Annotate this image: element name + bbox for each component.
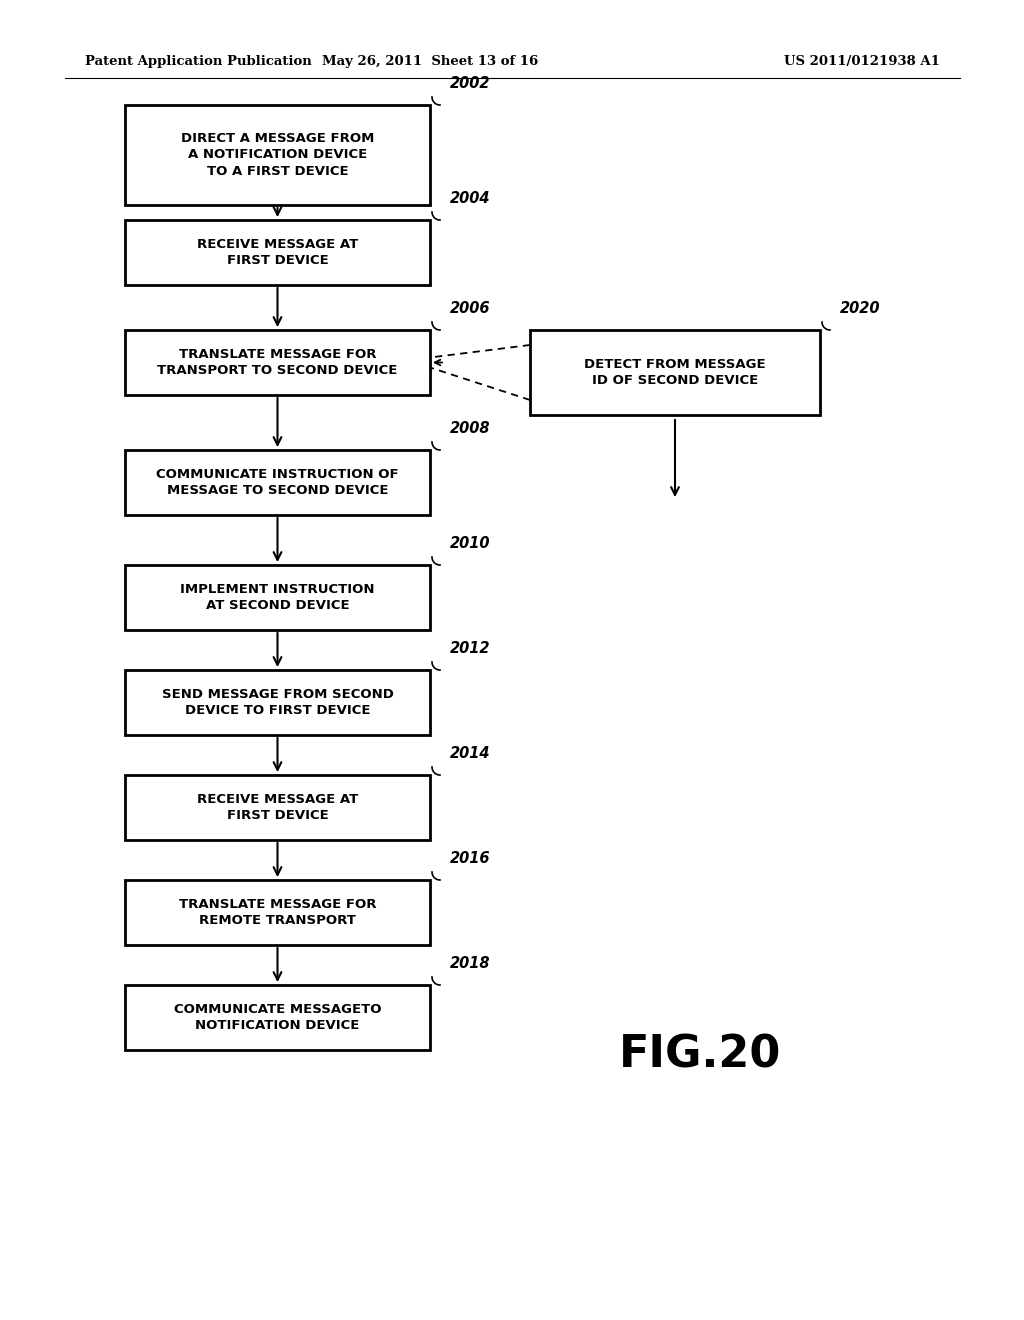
Bar [125,565,430,630]
Text: 2002: 2002 [450,77,490,91]
Text: RECEIVE MESSAGE AT
FIRST DEVICE: RECEIVE MESSAGE AT FIRST DEVICE [197,238,358,267]
Bar [125,880,430,945]
Bar [125,450,430,515]
Bar [125,671,430,735]
Text: TRANSLATE MESSAGE FOR
REMOTE TRANSPORT: TRANSLATE MESSAGE FOR REMOTE TRANSPORT [179,898,376,927]
Text: 2014: 2014 [450,746,490,762]
Bar [125,106,430,205]
Text: DETECT FROM MESSAGE
ID OF SECOND DEVICE: DETECT FROM MESSAGE ID OF SECOND DEVICE [584,358,766,387]
Bar [125,220,430,285]
Text: SEND MESSAGE FROM SECOND
DEVICE TO FIRST DEVICE: SEND MESSAGE FROM SECOND DEVICE TO FIRST… [162,688,393,717]
Text: RECEIVE MESSAGE AT
FIRST DEVICE: RECEIVE MESSAGE AT FIRST DEVICE [197,793,358,822]
Bar [125,775,430,840]
Text: FIG.20: FIG.20 [618,1034,781,1077]
Text: 2018: 2018 [450,956,490,972]
Text: Patent Application Publication: Patent Application Publication [85,55,311,69]
Text: 2012: 2012 [450,642,490,656]
Text: COMMUNICATE INSTRUCTION OF
MESSAGE TO SECOND DEVICE: COMMUNICATE INSTRUCTION OF MESSAGE TO SE… [157,467,398,498]
Bar [125,985,430,1049]
Text: US 2011/0121938 A1: US 2011/0121938 A1 [784,55,940,69]
Text: TRANSLATE MESSAGE FOR
TRANSPORT TO SECOND DEVICE: TRANSLATE MESSAGE FOR TRANSPORT TO SECON… [158,347,397,378]
Text: 2006: 2006 [450,301,490,315]
Text: 2016: 2016 [450,851,490,866]
Text: 2008: 2008 [450,421,490,436]
Bar [125,330,430,395]
Text: 2020: 2020 [840,301,881,315]
Text: 2010: 2010 [450,536,490,550]
Text: COMMUNICATE MESSAGETO
NOTIFICATION DEVICE: COMMUNICATE MESSAGETO NOTIFICATION DEVIC… [174,1003,381,1032]
Text: DIRECT A MESSAGE FROM
A NOTIFICATION DEVICE
TO A FIRST DEVICE: DIRECT A MESSAGE FROM A NOTIFICATION DEV… [181,132,374,178]
Text: May 26, 2011  Sheet 13 of 16: May 26, 2011 Sheet 13 of 16 [322,55,539,69]
Bar [530,330,820,414]
Text: IMPLEMENT INSTRUCTION
AT SECOND DEVICE: IMPLEMENT INSTRUCTION AT SECOND DEVICE [180,582,375,612]
Text: 2004: 2004 [450,191,490,206]
